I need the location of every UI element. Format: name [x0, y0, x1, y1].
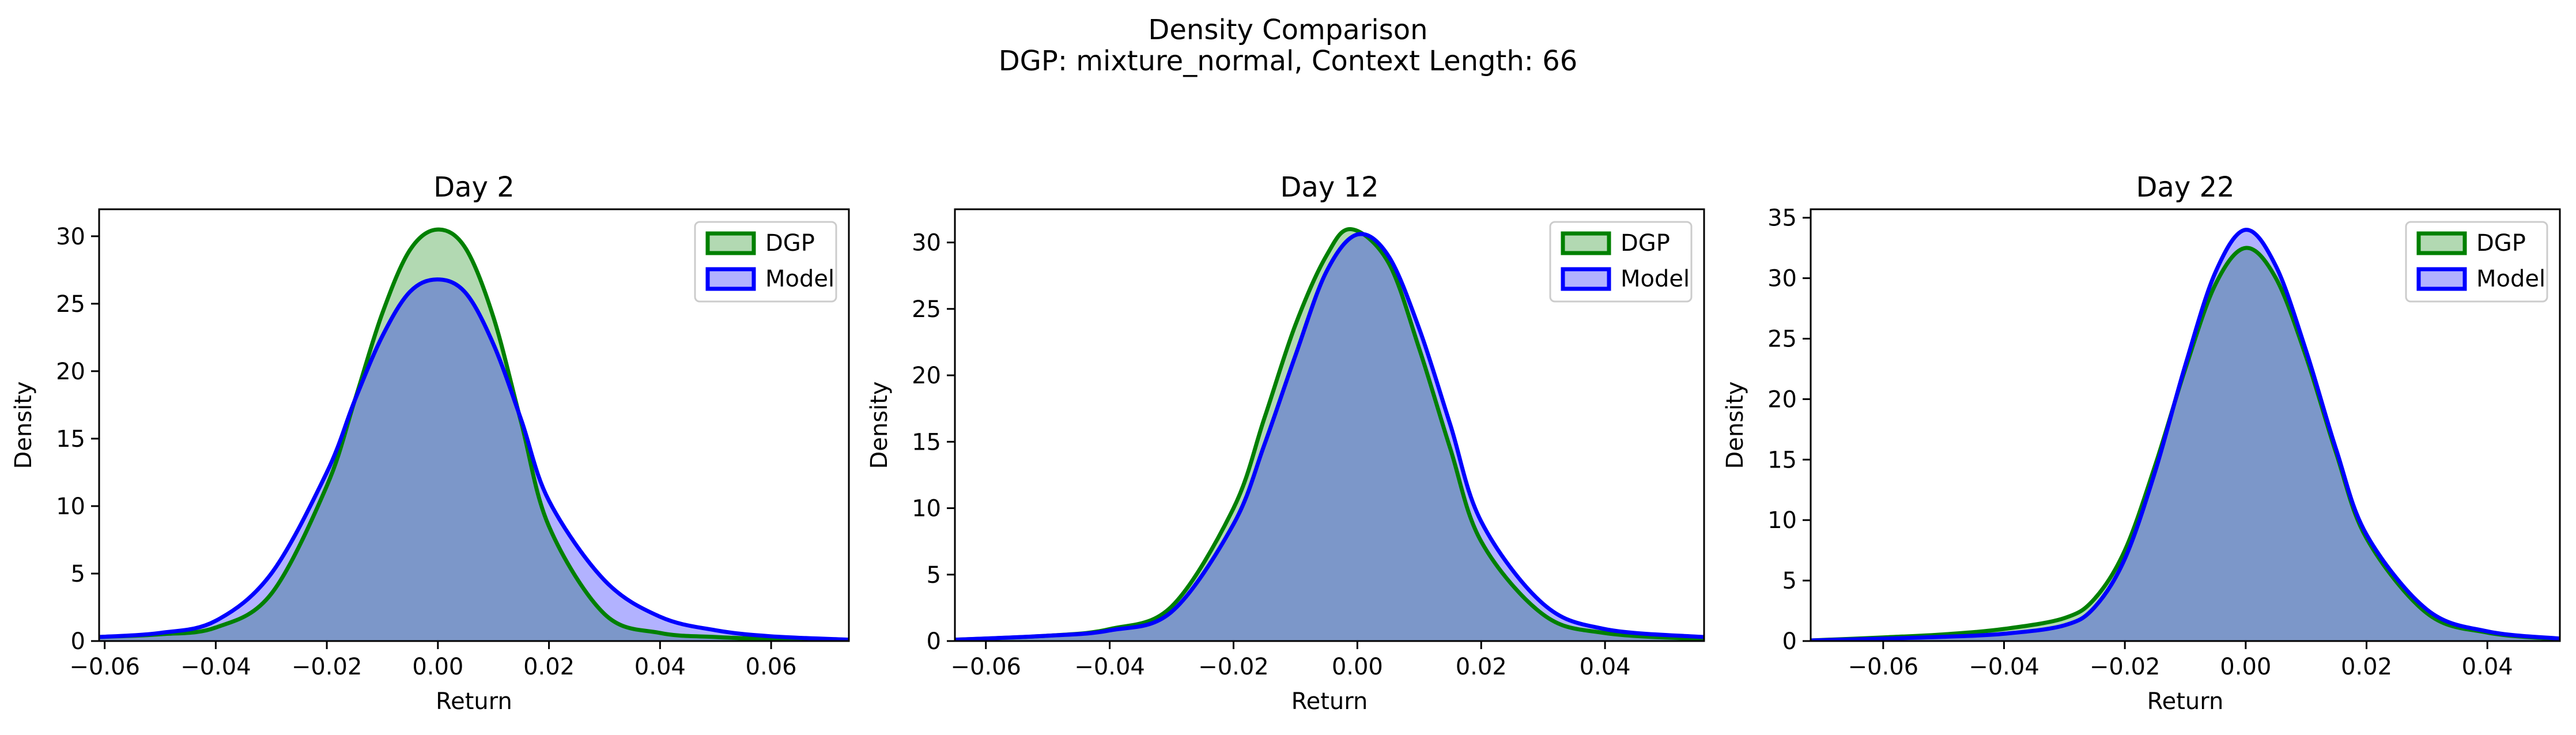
series-line-model	[955, 232, 1704, 641]
plot-area	[955, 227, 1704, 641]
legend-swatch-dgp	[2416, 231, 2467, 255]
y-tick-label: 5	[71, 561, 85, 587]
x-tick-label: −0.06	[1848, 654, 1919, 680]
series-fill-model	[955, 233, 1704, 641]
x-tick-label: 0.04	[634, 654, 686, 680]
subplot-title: Day 2	[433, 171, 515, 203]
legend-frame	[694, 221, 837, 303]
x-tick-label: −0.04	[180, 654, 251, 680]
legend-swatch-dgp	[1561, 231, 1611, 255]
y-tick-label: 5	[1782, 568, 1797, 594]
series-line-dgp	[99, 227, 849, 641]
y-tick-label: 20	[1767, 386, 1797, 413]
y-tick-label: 25	[56, 291, 85, 318]
plot-area	[99, 227, 849, 641]
y-tick-label: 20	[912, 363, 941, 389]
legend-label-dgp: DGP	[765, 230, 815, 257]
legend: DGP Model	[694, 221, 837, 303]
axes-frame	[1810, 208, 2561, 642]
y-axis-label: Density	[1722, 381, 1748, 469]
y-tick-label: 5	[927, 562, 941, 589]
legend-swatch-dgp	[705, 231, 756, 255]
legend-frame	[1549, 221, 1693, 303]
x-axis-label: Return	[1291, 688, 1368, 715]
series-line-dgp	[955, 227, 1704, 641]
axes-frame	[954, 208, 1705, 642]
x-tick-label: 0.06	[746, 654, 797, 680]
subplot-title: Day 22	[2136, 171, 2234, 203]
x-tick-label: −0.04	[1074, 654, 1145, 680]
y-tick-label: 10	[56, 493, 85, 520]
x-tick-label: −0.06	[950, 654, 1021, 680]
x-tick-label: −0.02	[2090, 654, 2160, 680]
x-tick-label: −0.02	[1198, 654, 1269, 680]
x-tick-label: 0.04	[1580, 654, 1631, 680]
y-tick-label: 0	[927, 628, 941, 655]
x-tick-label: 0.00	[2220, 654, 2271, 680]
y-tick-label: 15	[912, 429, 941, 455]
subplot-3: −0.06 −0.04 −0.02 0.00 0.02 0.04 0 5 10 15 20 25 30 3…	[1722, 171, 2561, 715]
series-fill-dgp	[955, 229, 1704, 641]
series-fill-model	[99, 279, 849, 641]
legend-swatch-model	[705, 267, 756, 291]
y-tick-label: 25	[912, 296, 941, 323]
axes-frame	[98, 208, 850, 642]
subplot-2: −0.06 −0.04 −0.02 0.00 0.02 0.04 0 5 10 15 20 25 30 D…	[866, 171, 1705, 715]
y-tick-label: 10	[1767, 507, 1797, 534]
series-fill-dgp	[1811, 248, 2560, 641]
legend-frame	[2405, 221, 2548, 303]
legend-label-model: Model	[765, 266, 834, 292]
figure-subtitle: DGP: mixture_normal, Context Length: 66	[998, 45, 1578, 77]
y-tick-label: 20	[56, 359, 85, 385]
subplot-1: −0.06 −0.04 −0.02 0.00 0.02 0.04 0.06 0 5 10 15 20 2…	[10, 171, 850, 715]
x-axis-label: Return	[436, 688, 512, 715]
y-tick-label: 30	[912, 230, 941, 257]
plot-area	[1811, 228, 2560, 641]
legend-label-model: Model	[1621, 266, 1690, 292]
y-tick-label: 15	[56, 426, 85, 453]
y-tick-label: 15	[1767, 447, 1797, 473]
x-tick-label: −0.02	[292, 654, 362, 680]
y-tick-label: 0	[1782, 628, 1797, 655]
series-line-model	[1811, 228, 2560, 641]
x-tick-label: 0.02	[2341, 654, 2392, 680]
legend-label-dgp: DGP	[2476, 230, 2526, 257]
y-axis-label: Density	[866, 381, 893, 469]
subplot-title: Day 12	[1280, 171, 1378, 203]
figure-title: Density Comparison	[1148, 14, 1428, 46]
legend: DGP Model	[2405, 221, 2548, 303]
x-tick-label: 0.00	[1332, 654, 1383, 680]
x-tick-label: 0.04	[2462, 654, 2513, 680]
legend-label-dgp: DGP	[1621, 230, 1670, 257]
x-tick-label: −0.06	[69, 654, 140, 680]
legend: DGP Model	[1549, 221, 1693, 303]
legend-swatch-model	[1561, 267, 1611, 291]
x-tick-label: 0.02	[523, 654, 575, 680]
series-fill-dgp	[99, 229, 849, 641]
y-tick-label: 30	[56, 224, 85, 250]
legend-swatch-model	[2416, 267, 2467, 291]
y-tick-label: 30	[1767, 266, 1797, 292]
y-tick-label: 10	[912, 496, 941, 522]
x-tick-label: 0.00	[412, 654, 463, 680]
y-tick-label: 25	[1767, 326, 1797, 352]
series-line-model	[99, 277, 849, 641]
y-tick-label: 35	[1767, 205, 1797, 232]
y-tick-label: 0	[71, 628, 85, 655]
x-axis-label: Return	[2147, 688, 2224, 715]
x-tick-label: −0.04	[1969, 654, 2039, 680]
legend-label-model: Model	[2476, 266, 2545, 292]
x-tick-label: 0.02	[1456, 654, 1507, 680]
y-axis-label: Density	[10, 381, 37, 469]
series-fill-model	[1811, 229, 2560, 641]
